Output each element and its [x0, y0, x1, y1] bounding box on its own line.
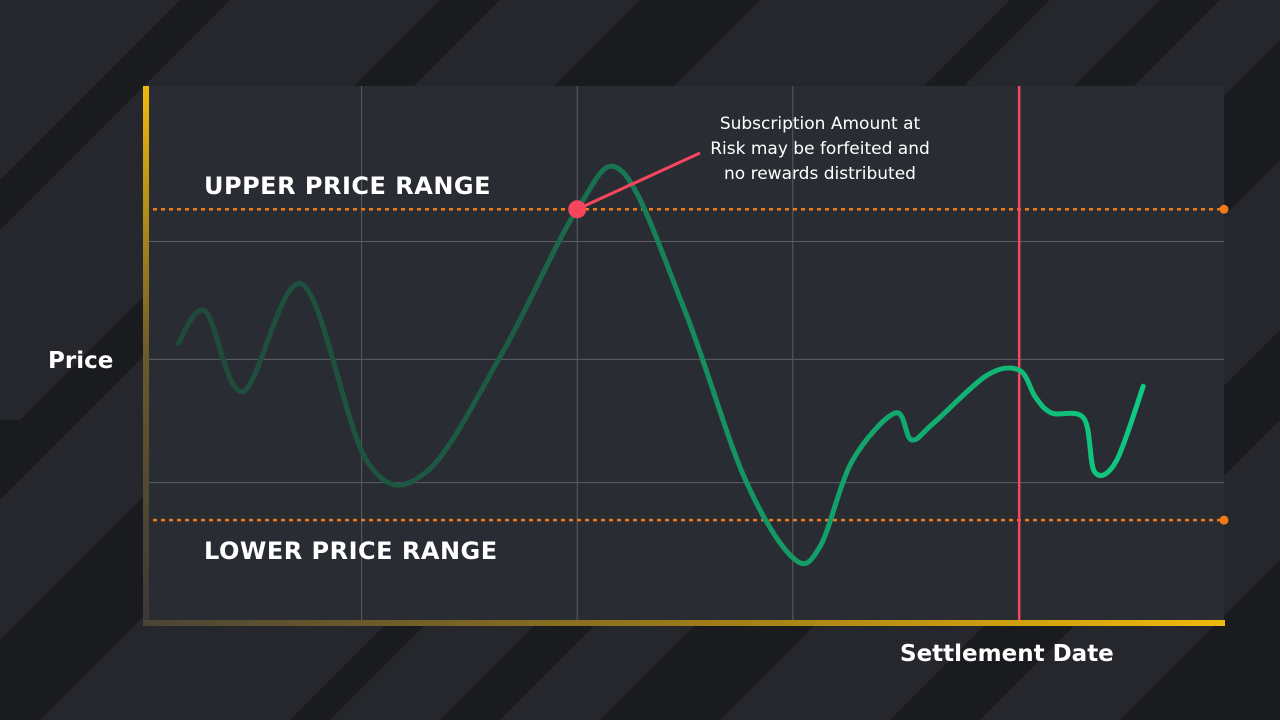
x-axis-label: Settlement Date	[900, 641, 1114, 667]
price-series-line	[175, 163, 1146, 567]
annotation-line: no rewards distributed	[724, 164, 916, 184]
y-axis-label: Price	[48, 348, 114, 374]
x-axis	[143, 620, 1225, 626]
price-range-lines	[153, 204, 1229, 525]
annotation-line: Risk may be forfeited and	[710, 139, 930, 159]
forfeit-annotation: Subscription Amount at Risk may be forfe…	[690, 112, 950, 187]
annotation-line: Subscription Amount at	[719, 114, 921, 134]
lower-price-range-label: LOWER PRICE RANGE	[204, 537, 498, 565]
upper-price-range-endpoint	[1219, 204, 1229, 214]
annotation-pointer-line	[576, 151, 701, 211]
lower-price-range-endpoint	[1219, 515, 1229, 525]
y-axis	[143, 86, 149, 626]
grid-lines	[146, 86, 1224, 622]
upper-price-range-label: UPPER PRICE RANGE	[204, 172, 491, 200]
upper-range-breach-marker	[568, 200, 587, 219]
plot-area	[145, 86, 1224, 622]
